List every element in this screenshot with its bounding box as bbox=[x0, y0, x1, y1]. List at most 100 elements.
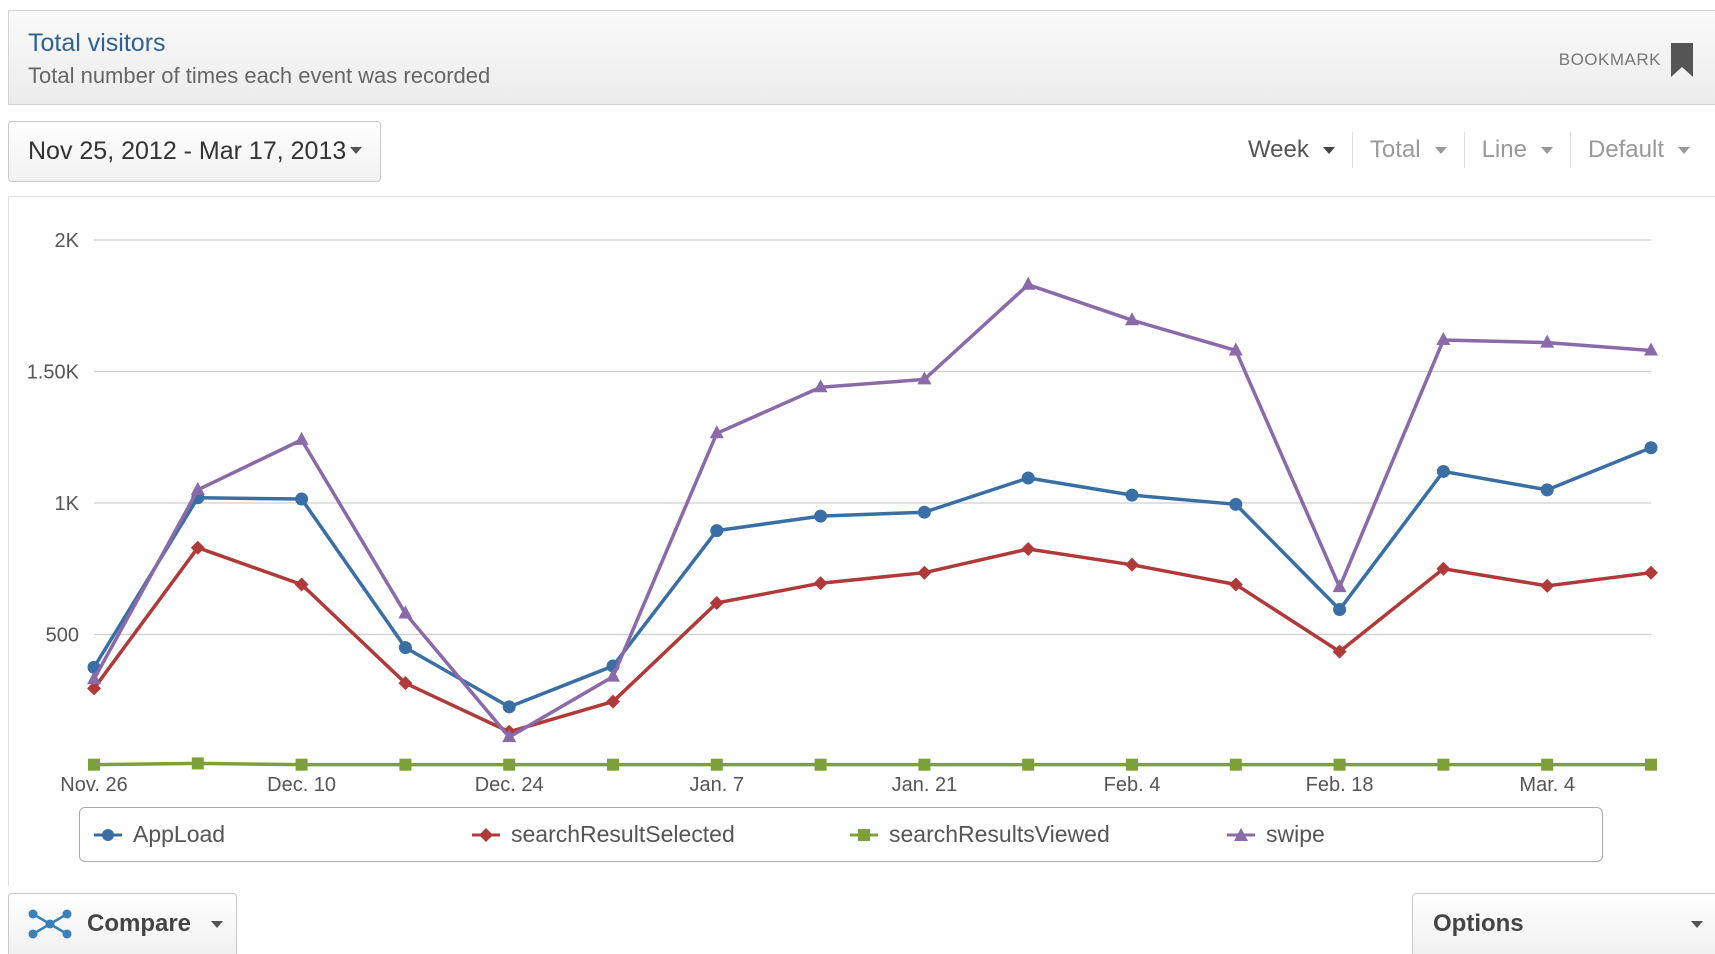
data-point-searchresultselected bbox=[294, 577, 309, 592]
data-point-appload bbox=[917, 505, 931, 519]
legend-item-swipe[interactable]: swipe bbox=[1226, 808, 1325, 861]
y-tick-label: 1.50K bbox=[27, 362, 80, 384]
view-select[interactable]: Default bbox=[1569, 132, 1707, 168]
data-point-swipe bbox=[1021, 276, 1036, 290]
data-point-searchresultselected bbox=[190, 540, 205, 555]
legend-item-appload[interactable]: AppLoad bbox=[93, 808, 225, 861]
data-point-searchresultsviewed bbox=[88, 758, 100, 771]
chart-controls: Week Total Line Default bbox=[1231, 132, 1707, 168]
chevron-down-icon bbox=[1540, 146, 1553, 154]
data-point-searchresultsviewed bbox=[1645, 758, 1657, 771]
data-point-appload bbox=[710, 524, 724, 538]
data-point-searchresultsviewed bbox=[295, 758, 308, 771]
data-point-searchresultselected bbox=[1540, 578, 1555, 593]
legend-marker-swipe bbox=[1227, 827, 1255, 841]
data-point-searchresultsviewed bbox=[503, 758, 516, 771]
network-icon bbox=[28, 909, 72, 939]
data-point-searchresultselected bbox=[1332, 644, 1347, 659]
data-point-swipe bbox=[398, 605, 413, 619]
chevron-down-icon bbox=[1678, 146, 1690, 154]
data-point-appload bbox=[814, 509, 828, 523]
data-point-appload bbox=[1125, 488, 1139, 502]
data-point-searchresultsviewed bbox=[1437, 758, 1450, 771]
options-label: Options bbox=[1433, 910, 1524, 937]
y-tick-label: 1K bbox=[55, 493, 80, 515]
interval-label: Week bbox=[1247, 136, 1309, 163]
data-point-searchresultsviewed bbox=[710, 758, 723, 771]
data-point-searchresultselected bbox=[813, 576, 828, 591]
legend-marker-searchresultselected bbox=[472, 827, 500, 842]
chevron-down-icon bbox=[350, 147, 362, 154]
metric-select[interactable]: Total bbox=[1351, 132, 1464, 168]
data-point-searchresultsviewed bbox=[607, 758, 619, 771]
data-point-appload bbox=[1021, 471, 1035, 485]
data-point-searchresultselected bbox=[917, 565, 932, 580]
date-range-picker[interactable]: Nov 25, 2012 - Mar 17, 2013 bbox=[8, 121, 381, 182]
data-point-searchresultsviewed bbox=[1229, 758, 1242, 771]
legend-label-appload: AppLoad bbox=[133, 821, 226, 847]
data-point-swipe bbox=[502, 729, 517, 743]
x-tick-label: Jan. 21 bbox=[892, 774, 958, 796]
x-tick-label: Dec. 24 bbox=[475, 774, 544, 796]
chart-type-label: Line bbox=[1481, 136, 1527, 163]
data-point-searchresultselected bbox=[606, 694, 620, 709]
x-tick-label: Mar. 4 bbox=[1519, 774, 1575, 796]
x-tick-label: Nov. 26 bbox=[60, 774, 127, 796]
data-point-searchresultsviewed bbox=[191, 757, 204, 770]
data-point-appload bbox=[1540, 483, 1554, 497]
data-point-appload bbox=[502, 700, 516, 714]
chart-type-select[interactable]: Line bbox=[1463, 132, 1570, 168]
data-point-appload bbox=[1644, 441, 1658, 455]
data-point-searchresultselected bbox=[1228, 577, 1243, 592]
x-tick-label: Jan. 7 bbox=[690, 774, 744, 796]
data-point-searchresultsviewed bbox=[918, 758, 931, 771]
data-point-searchresultsviewed bbox=[1022, 758, 1035, 771]
data-point-searchresultselected bbox=[709, 595, 724, 610]
data-point-searchresultsviewed bbox=[1333, 758, 1346, 771]
interval-select[interactable]: Week bbox=[1231, 132, 1352, 168]
report-header: Total visitors Total number of times eac… bbox=[8, 10, 1715, 105]
line-chart: 500 1K 1.50K 2K Nov. 26 Dec. 10 Dec. 24 Jan. 7 J… bbox=[27, 230, 1658, 796]
legend-item-searchresultsviewed[interactable]: searchResultsViewed bbox=[849, 808, 1110, 861]
data-point-searchresultselected bbox=[398, 676, 413, 691]
report-subtitle: Total number of times each event was rec… bbox=[28, 63, 491, 88]
x-tick-label: Feb. 18 bbox=[1306, 774, 1374, 796]
chart-legend: AppLoad searchResultSelected searchResul… bbox=[79, 807, 1603, 862]
legend-item-searchresultselected[interactable]: searchResultSelected bbox=[471, 808, 735, 861]
data-point-swipe bbox=[813, 379, 828, 393]
data-point-swipe bbox=[190, 481, 205, 495]
data-point-appload bbox=[398, 641, 412, 655]
bookmark-label: BOOKMARK bbox=[1558, 50, 1661, 69]
options-button[interactable]: Options bbox=[1412, 893, 1715, 954]
data-point-searchresultselected bbox=[1125, 557, 1139, 572]
compare-button[interactable]: Compare bbox=[8, 893, 237, 954]
legend-marker-appload bbox=[94, 828, 122, 841]
data-point-swipe bbox=[294, 431, 309, 445]
chart-panel: 500 1K 1.50K 2K Nov. 26 Dec. 10 Dec. 24 Jan. 7 J… bbox=[8, 196, 1715, 886]
chevron-down-icon bbox=[1322, 146, 1335, 154]
data-point-swipe bbox=[1644, 342, 1658, 356]
series-line-swipe bbox=[92, 282, 1652, 739]
data-point-searchresultsviewed bbox=[814, 758, 827, 771]
y-tick-label: 2K bbox=[55, 230, 80, 252]
compare-label: Compare bbox=[87, 910, 192, 937]
data-point-searchresultselected bbox=[1644, 565, 1658, 580]
data-point-swipe bbox=[1540, 334, 1555, 348]
x-tick-label: Feb. 4 bbox=[1104, 774, 1161, 796]
data-point-swipe bbox=[606, 668, 620, 682]
series-line-appload bbox=[92, 446, 1652, 709]
chevron-down-icon bbox=[1691, 921, 1703, 928]
data-point-swipe bbox=[1332, 579, 1347, 593]
data-point-searchresultsviewed bbox=[399, 758, 412, 771]
view-label: Default bbox=[1587, 136, 1664, 163]
data-point-searchresultselected bbox=[1021, 542, 1036, 557]
bookmark-icon bbox=[1671, 43, 1693, 77]
data-point-appload bbox=[1333, 603, 1347, 617]
legend-marker-searchresultsviewed bbox=[850, 828, 878, 841]
data-point-searchresultsviewed bbox=[1541, 758, 1554, 771]
series-line-searchresultsviewed bbox=[93, 761, 1651, 767]
data-point-swipe bbox=[87, 671, 101, 685]
legend-label-swipe: swipe bbox=[1266, 821, 1325, 847]
bookmark-button[interactable]: BOOKMARK bbox=[1559, 43, 1693, 77]
data-point-swipe bbox=[917, 371, 932, 385]
